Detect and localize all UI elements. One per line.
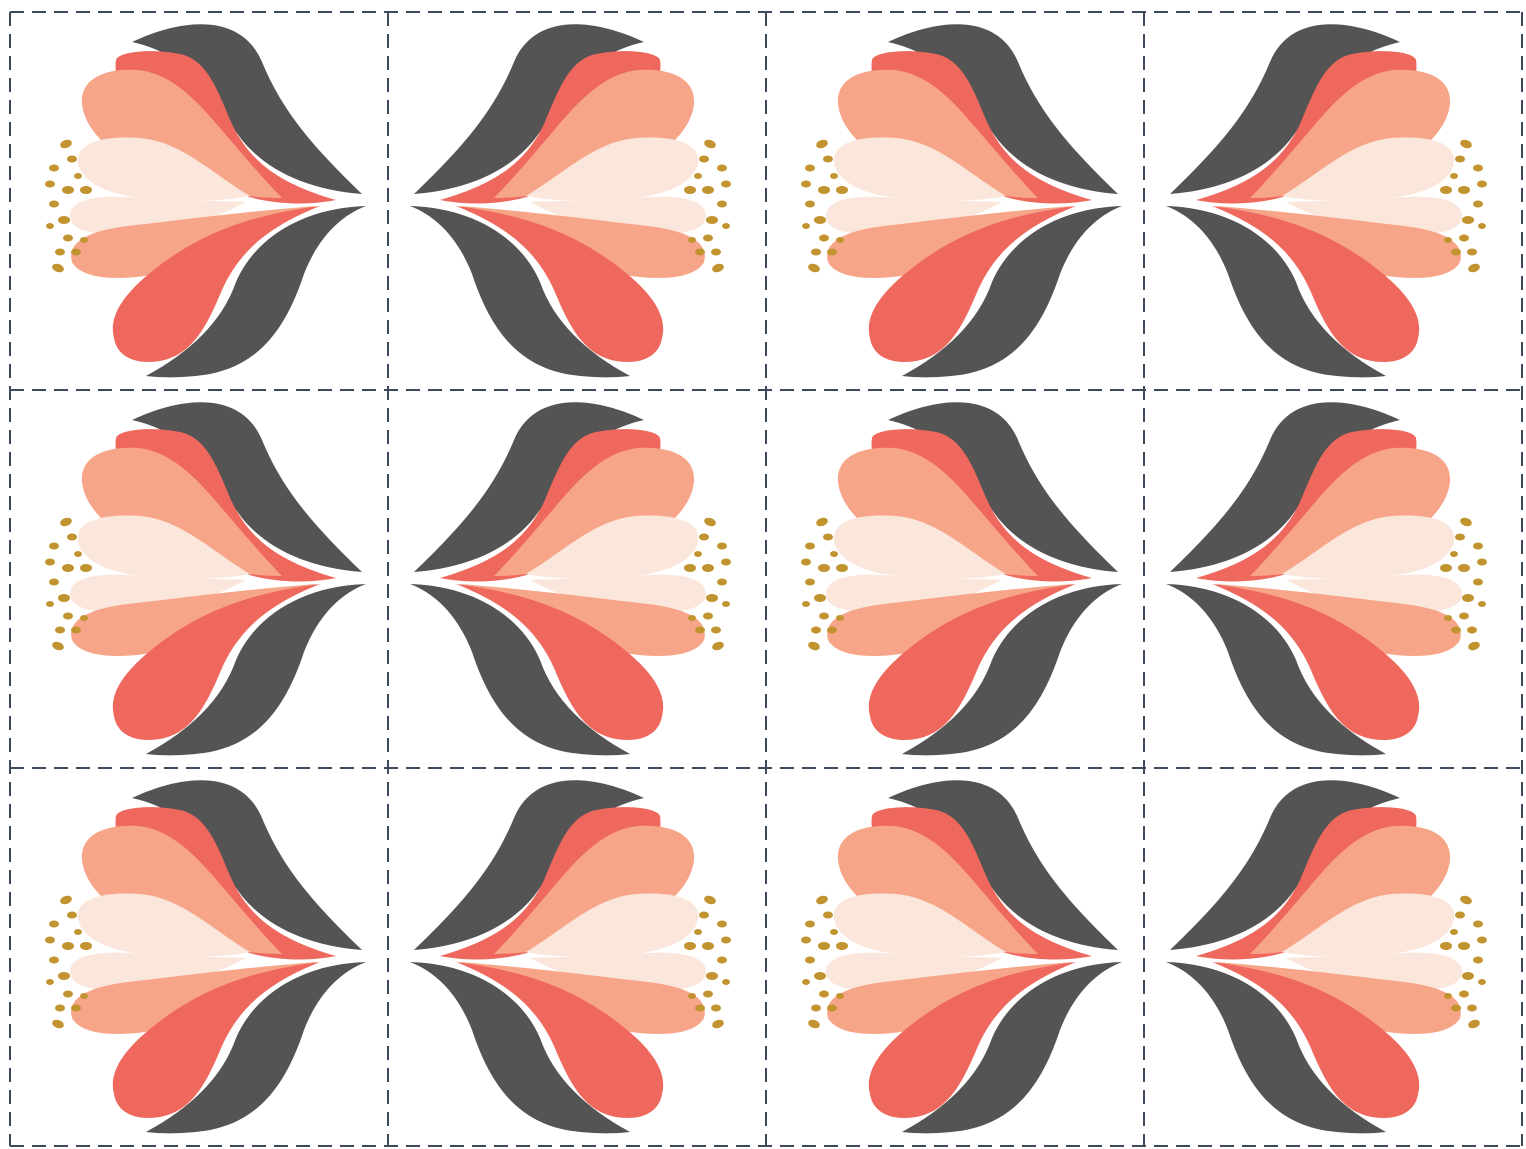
flower-tile <box>801 402 1122 756</box>
flower-tile <box>410 402 731 756</box>
flower-tile <box>45 402 366 756</box>
cut-lines <box>9 11 1523 1147</box>
flower-tile <box>45 780 366 1134</box>
flower-tile <box>1166 24 1487 378</box>
flower-tile <box>1166 780 1487 1134</box>
flower-tile <box>410 780 731 1134</box>
flower-tile <box>45 24 366 378</box>
flower-tile <box>801 24 1122 378</box>
flower-tile <box>410 24 731 378</box>
flower-tile <box>801 780 1122 1134</box>
flower-tile <box>1166 402 1487 756</box>
